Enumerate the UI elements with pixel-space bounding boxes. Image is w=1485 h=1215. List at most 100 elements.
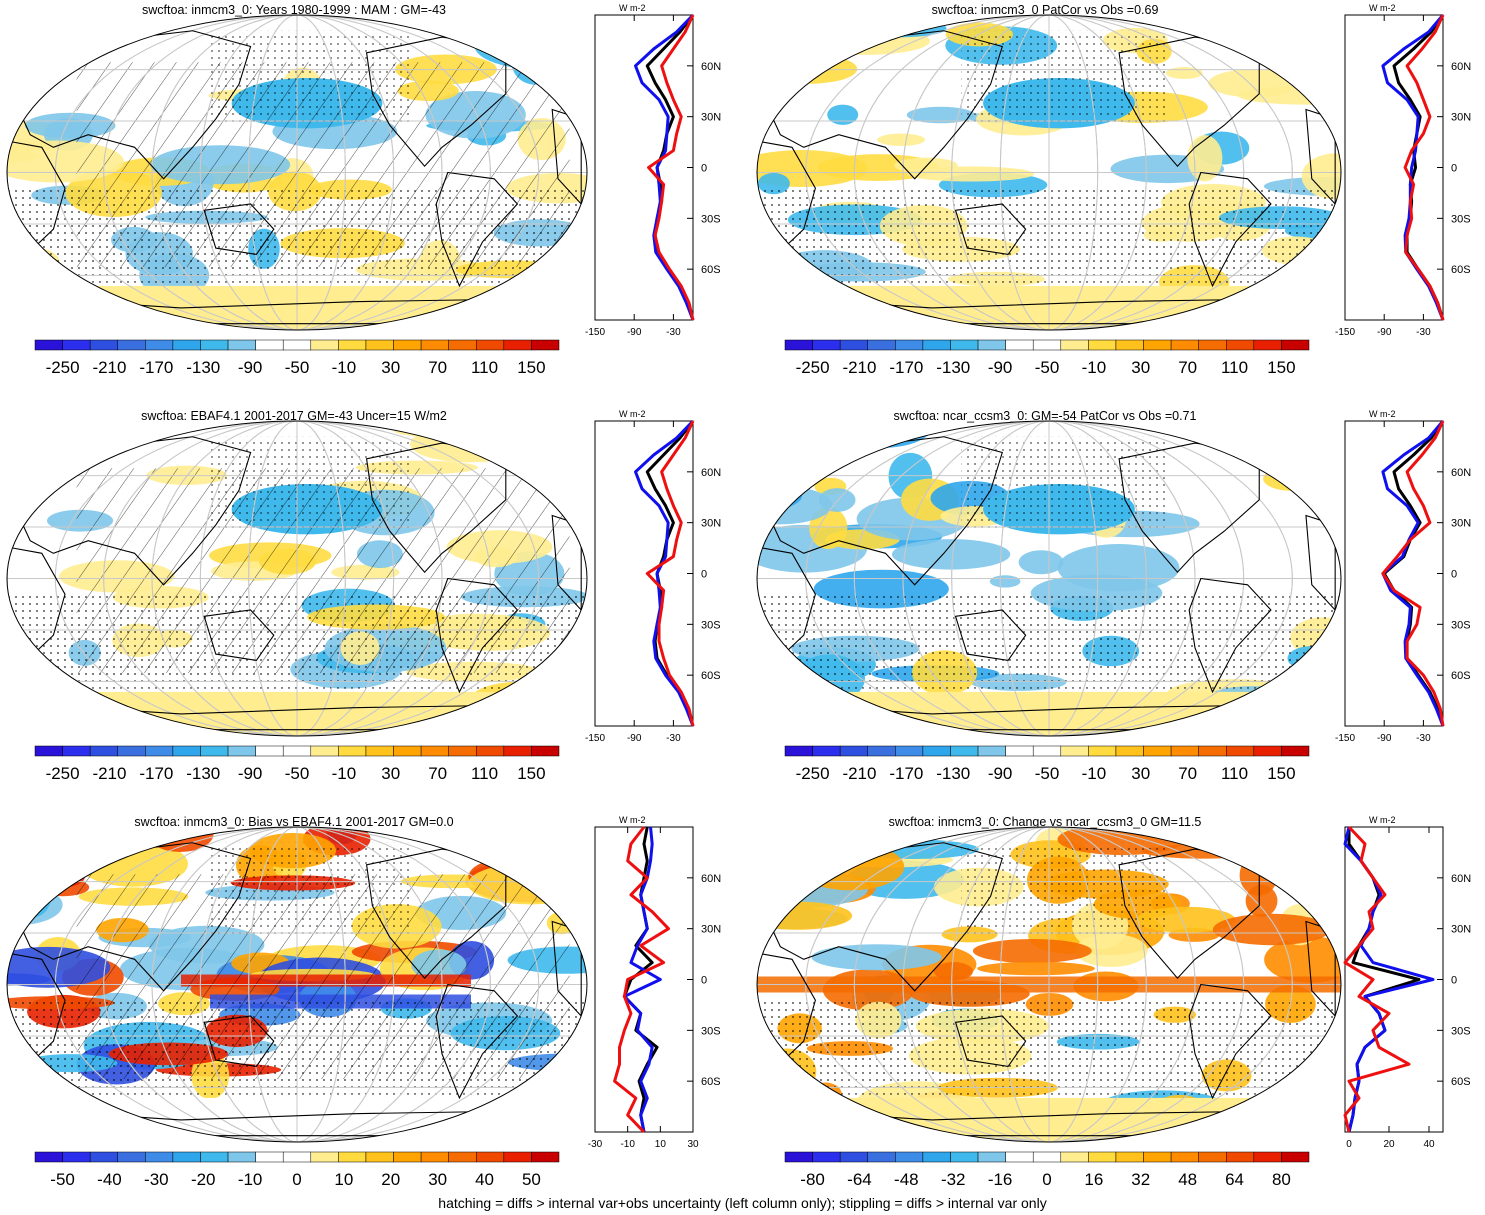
colorbar-label: 10	[334, 1170, 353, 1189]
field-blob	[472, 1118, 575, 1142]
zonal-units: W m-2	[619, 815, 646, 825]
zonal-series-ref	[1403, 14, 1445, 321]
colorbar-box	[1115, 339, 1144, 351]
colorbar-label: 150	[1267, 764, 1295, 783]
zonal-units: W m-2	[1369, 815, 1396, 825]
colorbar-label: 150	[517, 358, 545, 377]
colorbar-label: 80	[1272, 1170, 1291, 1189]
zonal-ytick-label: 30N	[1451, 112, 1471, 124]
colorbar-box	[1060, 339, 1089, 351]
field-blob	[539, 1073, 584, 1097]
field-blob	[792, 427, 870, 451]
zonal-ytick-label: 30S	[701, 213, 721, 225]
zonal-ytick-label: 60N	[1451, 873, 1471, 885]
colorbar-box	[310, 339, 339, 351]
colorbar-box	[531, 745, 560, 757]
colorbar-box	[145, 339, 174, 351]
colorbar-box	[503, 339, 532, 351]
lon-gridline	[951, 827, 1147, 1142]
colorbar-box	[255, 1151, 284, 1163]
zonal-units: W m-2	[619, 3, 646, 13]
colorbar-box	[1226, 339, 1255, 351]
map-field-4	[757, 421, 1341, 736]
colorbar-box	[1253, 339, 1282, 351]
map-field-2	[757, 15, 1341, 330]
field-blob	[757, 64, 806, 96]
colorbar-label: -50	[50, 1170, 75, 1189]
colorbar-label: -90	[988, 764, 1013, 783]
map-border	[6, 826, 588, 1143]
stippling	[961, 30, 1166, 126]
colorbar-box	[1005, 339, 1034, 351]
colorbar-box	[784, 1151, 813, 1163]
colorbar-label: -250	[796, 358, 830, 377]
field-blob	[777, 431, 821, 453]
panel-4-title: swcftoa: ncar_ccsm3_0: GM=-54 PatCor vs …	[893, 409, 1197, 423]
colorbar-box	[227, 1151, 256, 1163]
lon-gridline	[103, 827, 491, 1142]
zonal-xtick-label: -90	[627, 733, 642, 744]
colorbar-box	[62, 1151, 91, 1163]
colorbar-box	[34, 1151, 63, 1163]
colorbar-label: -50	[1035, 358, 1060, 377]
colorbar-box	[1253, 1151, 1282, 1163]
zonal-frame	[1344, 420, 1444, 727]
colorbar-label: 70	[428, 764, 447, 783]
colorbar-label: 30	[1131, 358, 1150, 377]
zonal-units: W m-2	[1369, 3, 1396, 13]
colorbar-box	[977, 339, 1006, 351]
field-blob	[1238, 285, 1337, 330]
lon-gridline	[853, 15, 1245, 330]
zonal-xtick-label: 10	[655, 1139, 667, 1150]
field-blob	[757, 901, 853, 930]
field-blob	[1018, 550, 1064, 575]
zonal-xtick-label: -30	[1416, 327, 1431, 338]
field-blob	[827, 104, 859, 125]
colorbar-box	[922, 339, 951, 351]
lon-gridline	[199, 827, 395, 1142]
zonal-mean-plot-4: W m-2 -150 -90 -30 60N 30N 0 30S 60S	[1335, 409, 1471, 744]
lon-gridline	[151, 827, 443, 1142]
map-border	[6, 420, 588, 737]
colorbar-4: -250 -210 -170 -130 -90 -50 -10 30 70 110 150	[784, 745, 1310, 783]
zonal-ytick-label: 30S	[701, 619, 721, 631]
zonal-frame	[594, 420, 694, 727]
field-blob	[1074, 934, 1148, 967]
colorbar-box	[200, 745, 229, 757]
field-blob	[757, 485, 833, 525]
colorbar-box	[1281, 339, 1310, 351]
lon-gridline	[151, 421, 443, 736]
colorbar-label: 40	[475, 1170, 494, 1189]
colorbar-label: -210	[92, 764, 126, 783]
field-blob	[7, 718, 73, 732]
continent-outline	[1188, 577, 1272, 694]
colorbar-box	[895, 745, 924, 757]
panel-3-title: swcftoa: EBAF4.1 2001-2017 GM=-43 Uncer=…	[141, 409, 447, 423]
field-blob	[1263, 466, 1322, 491]
colorbar-box	[503, 745, 532, 757]
colorbar-box	[1198, 1151, 1227, 1163]
colorbar-label: 30	[1131, 764, 1150, 783]
colorbar-box	[839, 745, 868, 757]
field-blob	[894, 157, 958, 174]
zonal-units: W m-2	[619, 409, 646, 419]
zonal-ytick-label: 30N	[701, 518, 721, 530]
colorbar-box	[531, 1151, 560, 1163]
colorbar-box	[1170, 745, 1199, 757]
colorbar-label: -170	[889, 358, 923, 377]
zonal-xtick-label: -30	[666, 733, 681, 744]
lon-gridline	[199, 421, 395, 736]
zonal-series-ref	[1343, 825, 1411, 1133]
colorbar-box	[393, 745, 422, 757]
continent-outline	[954, 1015, 1027, 1067]
zonal-ytick-label: 60S	[1451, 264, 1471, 276]
colorbar-label: 50	[522, 1170, 541, 1189]
map-panel-5	[6, 826, 588, 1143]
colorbar-label: 16	[1084, 1170, 1103, 1189]
colorbar-box	[812, 339, 841, 351]
zonal-ytick-label: 60S	[701, 264, 721, 276]
zonal-frame	[594, 14, 694, 321]
map-field-5	[7, 827, 587, 1142]
lon-gridline	[103, 15, 491, 330]
field-blob	[7, 827, 78, 855]
